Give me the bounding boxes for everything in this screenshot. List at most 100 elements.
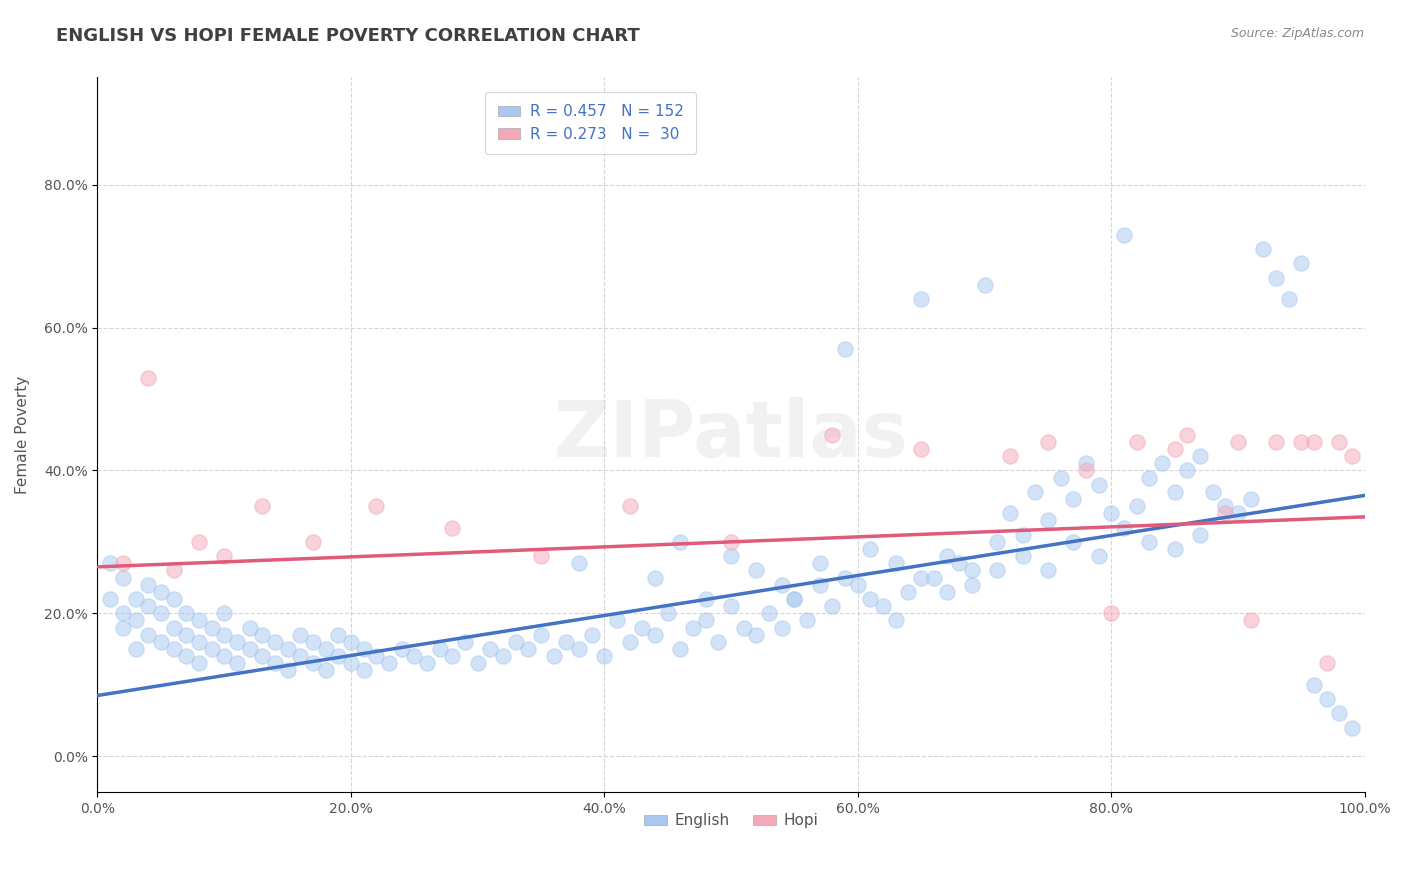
Point xyxy=(733,621,755,635)
Point xyxy=(910,292,932,306)
Point xyxy=(162,564,184,578)
Point xyxy=(124,642,146,657)
Point xyxy=(505,635,527,649)
Point xyxy=(290,628,312,642)
Point xyxy=(770,621,793,635)
Point xyxy=(998,506,1021,520)
Point xyxy=(530,549,553,564)
Point xyxy=(884,557,907,571)
Point xyxy=(1074,456,1097,470)
Point xyxy=(200,621,222,635)
Point xyxy=(859,541,882,556)
Point xyxy=(111,571,134,585)
Point xyxy=(136,599,159,614)
Point xyxy=(555,635,578,649)
Point xyxy=(366,649,388,664)
Point xyxy=(986,564,1008,578)
Point xyxy=(606,614,628,628)
Point xyxy=(1062,534,1084,549)
Point xyxy=(340,635,363,649)
Point xyxy=(834,342,856,356)
Point xyxy=(745,628,768,642)
Point xyxy=(111,607,134,621)
Point xyxy=(187,657,209,671)
Point xyxy=(517,642,540,657)
Point xyxy=(1087,549,1109,564)
Point xyxy=(366,499,388,513)
Point xyxy=(315,664,337,678)
Point xyxy=(212,607,235,621)
Point xyxy=(783,592,806,607)
Point xyxy=(136,370,159,384)
Point xyxy=(1099,506,1122,520)
Point xyxy=(543,649,565,664)
Point xyxy=(302,534,325,549)
Point xyxy=(98,557,121,571)
Point xyxy=(340,657,363,671)
Point xyxy=(212,628,235,642)
Point xyxy=(1226,434,1249,449)
Point xyxy=(1316,692,1339,706)
Point xyxy=(1163,442,1185,456)
Point xyxy=(808,578,831,592)
Point xyxy=(174,628,197,642)
Point xyxy=(111,621,134,635)
Point xyxy=(568,642,591,657)
Point xyxy=(162,642,184,657)
Point xyxy=(264,657,287,671)
Point xyxy=(783,592,806,607)
Point xyxy=(1049,470,1071,484)
Point xyxy=(821,427,844,442)
Point xyxy=(960,564,983,578)
Point xyxy=(808,557,831,571)
Point xyxy=(302,635,325,649)
Point xyxy=(897,585,920,599)
Point xyxy=(1201,484,1223,499)
Point xyxy=(252,499,274,513)
Point xyxy=(162,592,184,607)
Point xyxy=(238,642,260,657)
Point xyxy=(277,664,299,678)
Legend: English, Hopi: English, Hopi xyxy=(638,807,824,834)
Point xyxy=(111,557,134,571)
Point xyxy=(922,571,945,585)
Point xyxy=(1062,491,1084,506)
Point xyxy=(1163,484,1185,499)
Point xyxy=(124,614,146,628)
Point xyxy=(404,649,426,664)
Point xyxy=(960,578,983,592)
Point xyxy=(1137,534,1160,549)
Point xyxy=(264,635,287,649)
Point xyxy=(948,557,970,571)
Point xyxy=(238,621,260,635)
Point xyxy=(174,607,197,621)
Point xyxy=(1011,549,1033,564)
Point xyxy=(162,621,184,635)
Point xyxy=(720,549,742,564)
Point xyxy=(454,635,477,649)
Point xyxy=(1150,456,1173,470)
Point xyxy=(695,614,717,628)
Point xyxy=(225,657,247,671)
Point xyxy=(302,657,325,671)
Point xyxy=(149,607,172,621)
Point xyxy=(1226,506,1249,520)
Point xyxy=(136,578,159,592)
Point xyxy=(695,592,717,607)
Point xyxy=(682,621,704,635)
Point xyxy=(619,499,641,513)
Point xyxy=(252,649,274,664)
Point xyxy=(1240,491,1263,506)
Point xyxy=(1329,434,1351,449)
Point xyxy=(1074,463,1097,477)
Point xyxy=(1265,270,1288,285)
Point xyxy=(581,628,603,642)
Point xyxy=(1112,520,1135,534)
Point xyxy=(1036,434,1059,449)
Point xyxy=(796,614,818,628)
Point xyxy=(290,649,312,664)
Point xyxy=(1316,657,1339,671)
Point xyxy=(1188,527,1211,541)
Point xyxy=(1303,434,1326,449)
Point xyxy=(225,635,247,649)
